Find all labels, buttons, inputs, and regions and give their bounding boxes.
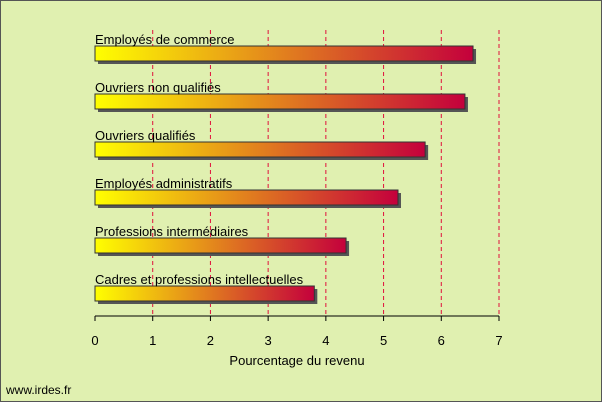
- bar: [94, 189, 399, 206]
- bar: [94, 93, 466, 110]
- source: www.irdes.fr: [5, 383, 71, 397]
- x-tick-label: 1: [149, 333, 156, 348]
- x-axis-title: Pourcentage du revenu: [229, 353, 364, 368]
- bar: [94, 237, 347, 254]
- x-tick-label: 0: [91, 333, 98, 348]
- x-tick-label: 5: [380, 333, 387, 348]
- category-label: Ouvriers qualifiés: [95, 128, 196, 143]
- bar: [94, 141, 426, 158]
- x-tick-label: 6: [438, 333, 445, 348]
- x-tick-label: 7: [495, 333, 502, 348]
- x-tick-label: 4: [322, 333, 329, 348]
- category-label: Professions intermédiaires: [95, 224, 249, 239]
- category-label: Ouvriers non qualifiés: [95, 80, 221, 95]
- x-tick-label: 3: [265, 333, 272, 348]
- bar: [94, 45, 474, 62]
- category-label: Employés de commerce: [95, 32, 234, 47]
- x-tick-label: 2: [207, 333, 214, 348]
- category-label: Cadres et professions intellectuelles: [95, 272, 304, 287]
- category-label: Employés administratifs: [95, 176, 233, 191]
- bar: [94, 285, 315, 302]
